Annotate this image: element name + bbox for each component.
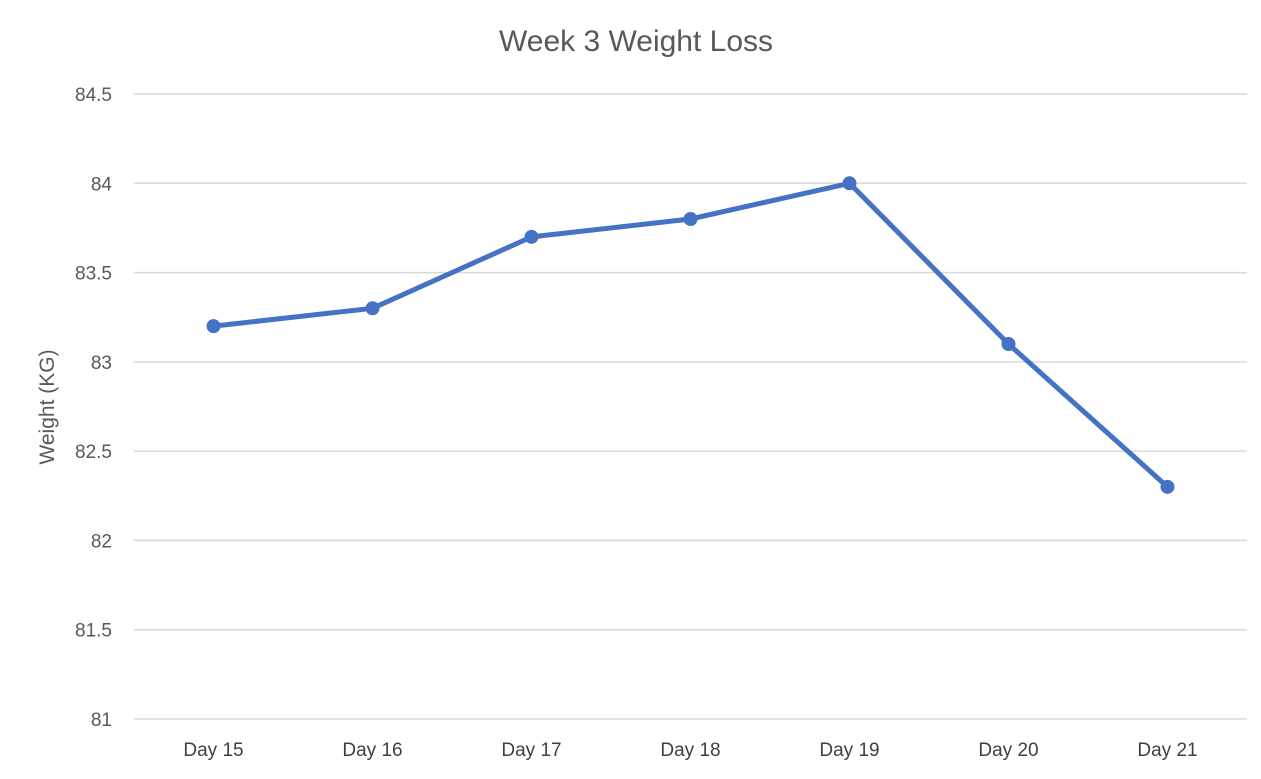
x-tick-label: Day 15 <box>183 740 243 761</box>
y-tick-label: 84.5 <box>75 85 112 106</box>
y-axis-tick-labels: 81 81.5 82 82.5 83 83.5 84 84.5 <box>75 85 112 731</box>
x-tick-label: Day 18 <box>660 740 720 761</box>
y-tick-label: 83 <box>91 353 112 374</box>
data-point <box>683 212 698 226</box>
data-point <box>524 229 539 244</box>
x-tick-label: Day 19 <box>819 740 879 761</box>
x-axis-tick-labels: Day 15 Day 16 Day 17 Day 18 Day 19 Day 20 Day … <box>183 740 1197 761</box>
x-tick-label: Day 20 <box>978 740 1038 761</box>
series-layer <box>206 176 1175 494</box>
data-point <box>206 319 221 334</box>
data-point <box>842 176 857 191</box>
chart-title: Week 3 Weight Loss <box>499 25 773 58</box>
y-tick-label: 81 <box>91 710 112 731</box>
y-tick-label: 83.5 <box>75 264 112 285</box>
y-tick-label: 82 <box>91 531 112 552</box>
x-tick-label: Day 16 <box>342 740 402 761</box>
y-tick-label: 82.5 <box>75 442 112 463</box>
y-tick-label: 81.5 <box>75 621 112 642</box>
y-tick-label: 84 <box>91 174 113 195</box>
gridlines <box>134 93 1247 720</box>
x-tick-label: Day 17 <box>501 740 561 761</box>
x-tick-label: Day 21 <box>1137 740 1197 761</box>
data-point <box>365 301 380 316</box>
y-axis-title: Weight (KG) <box>36 349 59 464</box>
data-point <box>1001 337 1016 351</box>
data-point <box>1160 479 1175 494</box>
